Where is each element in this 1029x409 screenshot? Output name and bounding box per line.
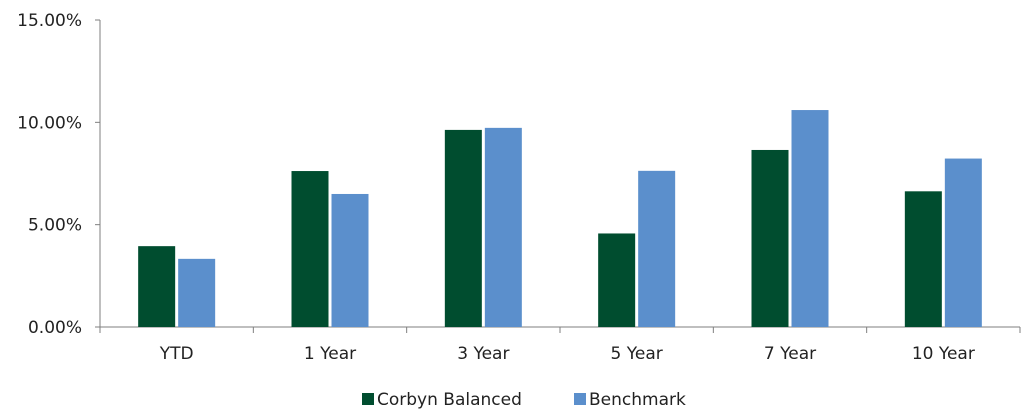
bar-corbyn-balanced bbox=[291, 171, 329, 327]
legend-swatch bbox=[574, 393, 586, 405]
x-tick-label: 7 Year bbox=[764, 344, 816, 364]
x-tick-label: 1 Year bbox=[304, 344, 356, 364]
chart-legend: Corbyn Balanced Benchmark bbox=[362, 390, 686, 409]
bar-benchmark bbox=[791, 110, 829, 327]
y-tick-label: 5.00% bbox=[28, 216, 82, 236]
bar-benchmark bbox=[484, 127, 522, 327]
chart-bars bbox=[138, 110, 982, 327]
y-tick-label: 0.00% bbox=[28, 318, 82, 338]
bar-benchmark bbox=[178, 258, 216, 327]
bar-corbyn-balanced bbox=[904, 191, 942, 327]
legend-swatch bbox=[362, 393, 374, 405]
bar-corbyn-balanced bbox=[751, 149, 789, 327]
y-tick-label: 15.00% bbox=[17, 11, 82, 31]
legend-label: Benchmark bbox=[589, 390, 686, 409]
bar-benchmark bbox=[944, 158, 982, 327]
y-axis-ticks: 15.00% 10.00% 5.00% 0.00% bbox=[17, 11, 100, 338]
legend-label: Corbyn Balanced bbox=[377, 390, 522, 409]
x-axis-ticks: YTD 1 Year 3 Year 5 Year 7 Year 10 Year bbox=[99, 327, 1021, 364]
x-tick-label: 3 Year bbox=[457, 344, 509, 364]
y-tick-label: 10.00% bbox=[17, 113, 82, 133]
bar-benchmark bbox=[331, 193, 369, 327]
bar-corbyn-balanced bbox=[598, 233, 636, 327]
chart-axes bbox=[99, 20, 1020, 328]
bar-benchmark bbox=[638, 170, 676, 327]
x-tick-label: YTD bbox=[159, 344, 194, 364]
bar-corbyn-balanced bbox=[138, 246, 176, 327]
x-tick-label: 5 Year bbox=[611, 344, 663, 364]
x-tick-label: 10 Year bbox=[912, 344, 975, 364]
bar-corbyn-balanced bbox=[444, 129, 482, 327]
